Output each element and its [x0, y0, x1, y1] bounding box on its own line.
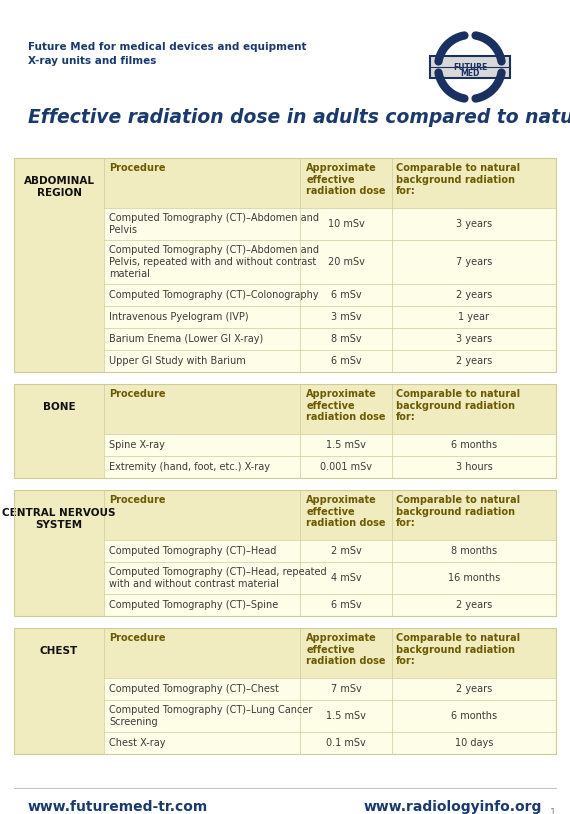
- Text: Comparable to natural
background radiation
for:: Comparable to natural background radiati…: [396, 633, 520, 666]
- Text: Upper GI Study with Barium: Upper GI Study with Barium: [109, 356, 246, 366]
- Text: Procedure: Procedure: [109, 389, 165, 399]
- Text: Approximate
effective
radiation dose: Approximate effective radiation dose: [306, 163, 386, 196]
- Text: 1 year: 1 year: [458, 312, 490, 322]
- Text: 0.001 mSv: 0.001 mSv: [320, 462, 372, 472]
- Text: 6 months: 6 months: [451, 440, 497, 450]
- Text: CENTRAL NERVOUS
SYSTEM: CENTRAL NERVOUS SYSTEM: [2, 508, 116, 530]
- Bar: [14, 384, 104, 478]
- Bar: [14, 490, 556, 616]
- Bar: [14, 158, 556, 372]
- Text: Computed Tomography (CT)–Spine: Computed Tomography (CT)–Spine: [109, 600, 278, 610]
- Text: 6 mSv: 6 mSv: [331, 356, 361, 366]
- Bar: [430, 56, 510, 78]
- Text: www.futuremed-tr.com: www.futuremed-tr.com: [28, 800, 208, 814]
- Text: 7 years: 7 years: [456, 257, 492, 267]
- Text: Spine X-ray: Spine X-ray: [109, 440, 165, 450]
- Text: BONE: BONE: [43, 402, 75, 412]
- Text: 4 mSv: 4 mSv: [331, 573, 361, 583]
- Bar: [14, 628, 556, 754]
- Text: 0.1 mSv: 0.1 mSv: [326, 738, 366, 748]
- Bar: [104, 158, 556, 208]
- Text: 3 years: 3 years: [456, 334, 492, 344]
- Bar: [14, 628, 104, 754]
- Text: MED: MED: [461, 69, 480, 78]
- Text: 8 months: 8 months: [451, 546, 497, 556]
- Text: 7 mSv: 7 mSv: [331, 684, 361, 694]
- Text: Computed Tomography (CT)–Head, repeated
with and without contrast material: Computed Tomography (CT)–Head, repeated …: [109, 567, 327, 589]
- Bar: [14, 158, 104, 372]
- Text: 10 days: 10 days: [455, 738, 493, 748]
- Text: 1.5 mSv: 1.5 mSv: [326, 440, 366, 450]
- Text: Barium Enema (Lower GI X-ray): Barium Enema (Lower GI X-ray): [109, 334, 263, 344]
- Text: FUTURE: FUTURE: [453, 63, 487, 72]
- Bar: [104, 628, 556, 678]
- Text: 2 years: 2 years: [456, 600, 492, 610]
- Bar: [104, 490, 556, 540]
- Text: 3 hours: 3 hours: [455, 462, 492, 472]
- Text: Computed Tomography (CT)–Head: Computed Tomography (CT)–Head: [109, 546, 276, 556]
- Bar: [14, 628, 556, 754]
- Text: Comparable to natural
background radiation
for:: Comparable to natural background radiati…: [396, 389, 520, 422]
- Text: 6 mSv: 6 mSv: [331, 290, 361, 300]
- Text: Procedure: Procedure: [109, 495, 165, 505]
- Text: Approximate
effective
radiation dose: Approximate effective radiation dose: [306, 495, 386, 528]
- Text: Computed Tomography (CT)–Lung Cancer
Screening: Computed Tomography (CT)–Lung Cancer Scr…: [109, 705, 312, 727]
- Text: Comparable to natural
background radiation
for:: Comparable to natural background radiati…: [396, 163, 520, 196]
- Text: CHEST: CHEST: [40, 646, 78, 656]
- Text: Future Med for medical devices and equipment: Future Med for medical devices and equip…: [28, 42, 307, 52]
- Bar: [430, 56, 510, 78]
- Text: 2 years: 2 years: [456, 356, 492, 366]
- Text: X-ray units and filmes: X-ray units and filmes: [28, 56, 156, 66]
- Text: 3 mSv: 3 mSv: [331, 312, 361, 322]
- Text: Computed Tomography (CT)–Chest: Computed Tomography (CT)–Chest: [109, 684, 279, 694]
- Text: Approximate
effective
radiation dose: Approximate effective radiation dose: [306, 389, 386, 422]
- Text: Chest X-ray: Chest X-ray: [109, 738, 165, 748]
- Text: 20 mSv: 20 mSv: [328, 257, 364, 267]
- Text: 16 months: 16 months: [448, 573, 500, 583]
- Text: Procedure: Procedure: [109, 163, 165, 173]
- Text: 6 months: 6 months: [451, 711, 497, 721]
- Text: 1: 1: [550, 808, 556, 814]
- Text: www.radiologyinfo.org: www.radiologyinfo.org: [364, 800, 542, 814]
- Bar: [104, 384, 556, 434]
- Text: 2 years: 2 years: [456, 684, 492, 694]
- Text: 2 mSv: 2 mSv: [331, 546, 361, 556]
- Text: Effective radiation dose in adults compared to natural radiation.: Effective radiation dose in adults compa…: [28, 108, 570, 127]
- Text: 3 years: 3 years: [456, 219, 492, 229]
- Text: 1.5 mSv: 1.5 mSv: [326, 711, 366, 721]
- Text: 6 mSv: 6 mSv: [331, 600, 361, 610]
- Text: Approximate
effective
radiation dose: Approximate effective radiation dose: [306, 633, 386, 666]
- Bar: [14, 490, 104, 616]
- Text: Extremity (hand, foot, etc.) X-ray: Extremity (hand, foot, etc.) X-ray: [109, 462, 270, 472]
- Bar: [14, 384, 556, 478]
- Text: 8 mSv: 8 mSv: [331, 334, 361, 344]
- Text: Computed Tomography (CT)–Colonography: Computed Tomography (CT)–Colonography: [109, 290, 319, 300]
- Text: Intravenous Pyelogram (IVP): Intravenous Pyelogram (IVP): [109, 312, 249, 322]
- Bar: [14, 490, 556, 616]
- Bar: [14, 384, 556, 478]
- Text: ABDOMINAL
REGION: ABDOMINAL REGION: [23, 176, 95, 198]
- Text: 10 mSv: 10 mSv: [328, 219, 364, 229]
- Text: Procedure: Procedure: [109, 633, 165, 643]
- Text: Comparable to natural
background radiation
for:: Comparable to natural background radiati…: [396, 495, 520, 528]
- Text: Computed Tomography (CT)–Abdomen and
Pelvis, repeated with and without contrast
: Computed Tomography (CT)–Abdomen and Pel…: [109, 245, 319, 278]
- Text: 2 years: 2 years: [456, 290, 492, 300]
- Text: Computed Tomography (CT)–Abdomen and
Pelvis: Computed Tomography (CT)–Abdomen and Pel…: [109, 213, 319, 234]
- Bar: [14, 158, 556, 372]
